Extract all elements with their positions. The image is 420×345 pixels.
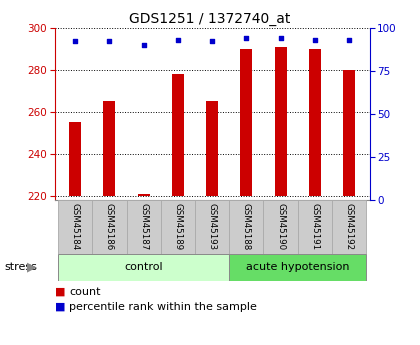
Point <box>72 39 79 44</box>
Bar <box>138 194 150 196</box>
Point <box>277 35 284 41</box>
Text: GSM45187: GSM45187 <box>139 203 148 250</box>
Text: GSM45188: GSM45188 <box>242 203 251 250</box>
Text: acute hypotension: acute hypotension <box>246 263 349 272</box>
Text: GSM45190: GSM45190 <box>276 203 285 250</box>
Text: percentile rank within the sample: percentile rank within the sample <box>69 302 257 312</box>
Bar <box>298 200 332 254</box>
Point <box>312 37 318 42</box>
Text: ▶: ▶ <box>27 261 36 274</box>
Bar <box>126 200 161 254</box>
Bar <box>309 49 321 196</box>
Bar <box>103 101 116 196</box>
Text: control: control <box>124 263 163 272</box>
Point <box>140 42 147 48</box>
Bar <box>58 254 229 281</box>
Point <box>346 37 352 42</box>
Bar <box>69 122 81 196</box>
Bar <box>206 101 218 196</box>
Text: GSM45191: GSM45191 <box>310 203 319 250</box>
Text: count: count <box>69 287 101 296</box>
Point <box>106 39 113 44</box>
Text: GSM45192: GSM45192 <box>344 203 354 250</box>
Bar <box>172 74 184 196</box>
Bar <box>332 200 366 254</box>
Bar <box>58 200 92 254</box>
Bar <box>161 200 195 254</box>
Bar <box>240 49 252 196</box>
Point <box>243 35 250 41</box>
Text: GSM45189: GSM45189 <box>173 203 182 250</box>
Bar <box>229 200 263 254</box>
Text: GSM45184: GSM45184 <box>71 203 80 250</box>
Bar <box>263 200 298 254</box>
Text: ■: ■ <box>55 287 65 296</box>
Text: GSM45186: GSM45186 <box>105 203 114 250</box>
Bar <box>229 254 366 281</box>
Bar <box>92 200 126 254</box>
Bar <box>195 200 229 254</box>
Point <box>174 37 181 42</box>
Bar <box>343 70 355 196</box>
Text: stress: stress <box>4 263 37 272</box>
Text: ■: ■ <box>55 302 65 312</box>
Text: GDS1251 / 1372740_at: GDS1251 / 1372740_at <box>129 12 291 26</box>
Bar <box>275 47 286 196</box>
Point <box>209 39 215 44</box>
Text: GSM45193: GSM45193 <box>207 203 217 250</box>
